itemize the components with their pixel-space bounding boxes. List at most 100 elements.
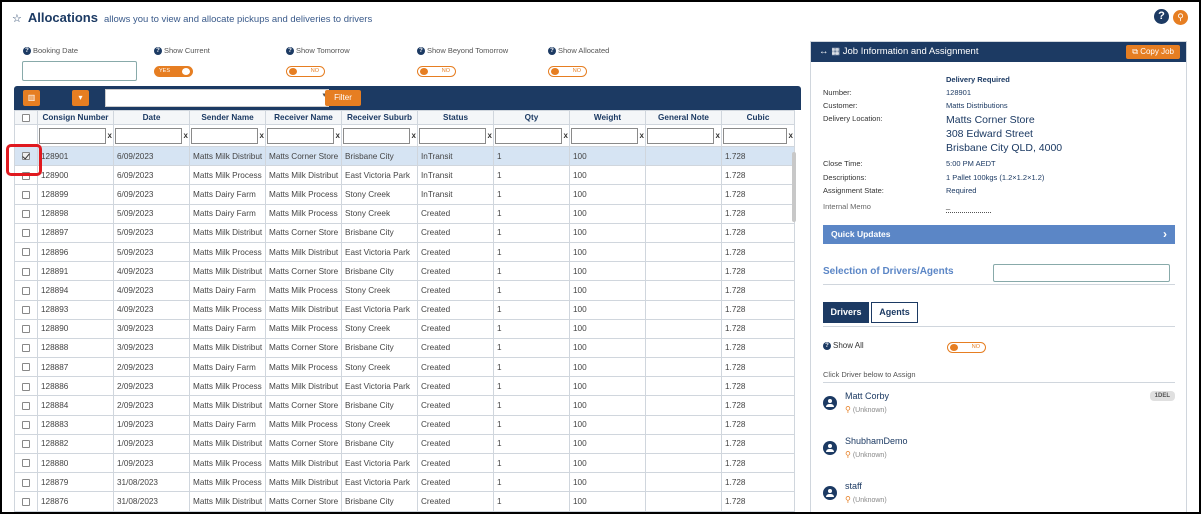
show-allocated-toggle[interactable]: NO xyxy=(548,66,587,77)
show-current-toggle[interactable]: YES xyxy=(154,66,193,77)
table-row[interactable]: 128886 2/09/2023 Matts Milk Process Matts M… xyxy=(14,376,795,397)
table-row[interactable]: 128899 6/09/2023 Matts Dairy Farm Matts Mil… xyxy=(14,184,795,205)
table-row[interactable]: 128883 1/09/2023 Matts Dairy Farm Matts Mil… xyxy=(14,414,795,435)
clear-filter-icon[interactable]: x xyxy=(183,131,188,140)
column-header-receiver[interactable]: Receiver Name xyxy=(265,110,342,125)
table-row[interactable]: 128876 31/08/2023 Matts Milk Distribut Matt… xyxy=(14,491,795,512)
clear-filter-icon[interactable]: x xyxy=(715,131,720,140)
column-filter-input[interactable] xyxy=(495,127,562,144)
row-checkbox[interactable] xyxy=(22,190,30,199)
driver-item[interactable]: ShubhamDemo ⚲ (Unknown) xyxy=(823,433,1175,473)
show-all-toggle[interactable]: NO xyxy=(947,342,986,353)
map-pin-icon[interactable]: ⚲ xyxy=(1173,10,1188,25)
table-row[interactable]: 128898 5/09/2023 Matts Dairy Farm Matts Mil… xyxy=(14,203,795,224)
column-filter-input[interactable] xyxy=(647,127,714,144)
column-header-status[interactable]: Status xyxy=(417,110,494,125)
columns-icon[interactable]: ▥ xyxy=(23,90,40,106)
clear-filter-icon[interactable]: x xyxy=(107,131,112,140)
column-header-qty[interactable]: Qty xyxy=(493,110,570,125)
column-header-date[interactable]: Date xyxy=(113,110,190,125)
clear-filter-icon[interactable]: x xyxy=(335,131,340,140)
internal-memo-value[interactable]: _ xyxy=(946,201,951,210)
filter-button[interactable]: Filter xyxy=(325,90,361,106)
row-checkbox[interactable] xyxy=(22,459,30,468)
star-outline-icon[interactable]: ☆ xyxy=(12,13,22,25)
view-select[interactable]: ▾ xyxy=(105,89,329,107)
table-row[interactable]: 128879 31/08/2023 Matts Milk Process Matts … xyxy=(14,472,795,493)
column-header-note[interactable]: General Note xyxy=(645,110,722,125)
clear-filter-icon[interactable]: x xyxy=(259,131,264,140)
help-circle-icon[interactable]: ? xyxy=(23,46,31,55)
row-checkbox[interactable] xyxy=(22,305,30,314)
help-circle-icon[interactable]: ? xyxy=(417,46,425,55)
help-circle-icon[interactable]: ? xyxy=(1154,9,1169,24)
column-filter-input[interactable] xyxy=(571,127,638,144)
row-checkbox[interactable] xyxy=(22,152,30,161)
table-row[interactable]: 128893 4/09/2023 Matts Milk Process Matts M… xyxy=(14,299,795,320)
row-checkbox[interactable] xyxy=(22,286,30,295)
column-filter-input[interactable] xyxy=(419,127,486,144)
table-row[interactable]: 128894 4/09/2023 Matts Dairy Farm Matts Mil… xyxy=(14,280,795,301)
view-dropdown-button[interactable]: ▾ xyxy=(72,90,89,106)
driver-search-input[interactable] xyxy=(993,264,1170,282)
column-filter-input[interactable] xyxy=(267,127,334,144)
column-header-sender[interactable]: Sender Name xyxy=(189,110,266,125)
column-filter-input[interactable] xyxy=(723,127,787,144)
table-row[interactable]: 128890 3/09/2023 Matts Dairy Farm Matts Mil… xyxy=(14,318,795,339)
table-row[interactable]: 128888 3/09/2023 Matts Milk Distribut Matts… xyxy=(14,337,795,359)
driver-item[interactable]: Matt Corby ⚲ (Unknown) 1DEL xyxy=(823,388,1175,428)
descriptions-label: Descriptions: xyxy=(823,173,867,182)
table-row[interactable]: 128884 2/09/2023 Matts Milk Distribut Matts… xyxy=(14,395,795,416)
column-header-suburb[interactable]: Receiver Suburb xyxy=(341,110,418,125)
table-row[interactable]: 128900 6/09/2023 Matts Milk Process Matts M… xyxy=(14,165,795,186)
clear-filter-icon[interactable]: x xyxy=(487,131,492,140)
row-checkbox[interactable] xyxy=(22,229,30,238)
table-row[interactable]: 128880 1/09/2023 Matts Milk Process Matts M… xyxy=(14,452,795,474)
tab-drivers[interactable]: Drivers xyxy=(823,302,869,323)
clear-filter-icon[interactable]: x xyxy=(788,131,793,140)
table-row[interactable]: 128896 5/09/2023 Matts Milk Process Matts M… xyxy=(14,241,795,263)
driver-item[interactable]: staff ⚲ (Unknown) xyxy=(823,478,1175,512)
table-row[interactable]: 128897 5/09/2023 Matts Milk Distribut Matts… xyxy=(14,222,795,243)
help-circle-icon[interactable]: ? xyxy=(823,341,831,350)
column-filter-input[interactable] xyxy=(343,127,410,144)
cell-sender: Matts Dairy Farm xyxy=(189,184,266,205)
column-filter-input[interactable] xyxy=(39,127,106,144)
table-row[interactable]: 128891 4/09/2023 Matts Milk Distribut Matts… xyxy=(14,261,795,282)
tab-agents[interactable]: Agents xyxy=(871,302,918,323)
row-checkbox[interactable] xyxy=(22,497,30,506)
row-checkbox[interactable] xyxy=(22,267,30,276)
clear-filter-icon[interactable]: x xyxy=(563,131,568,140)
row-checkbox[interactable] xyxy=(22,344,30,353)
column-header-weight[interactable]: Weight xyxy=(569,110,646,125)
select-all-checkbox[interactable] xyxy=(22,113,30,122)
row-checkbox[interactable] xyxy=(22,325,30,334)
show-tomorrow-toggle[interactable]: NO xyxy=(286,66,325,77)
row-checkbox[interactable] xyxy=(22,421,30,430)
cell-consign: 128891 xyxy=(37,261,114,282)
column-filter-input[interactable] xyxy=(191,127,258,144)
column-filter-input[interactable] xyxy=(115,127,182,144)
row-checkbox[interactable] xyxy=(22,209,30,218)
column-header-consign[interactable]: Consign Number xyxy=(37,110,114,125)
row-checkbox[interactable] xyxy=(22,478,30,487)
table-row[interactable]: 128882 1/09/2023 Matts Milk Distribut Matts… xyxy=(14,433,795,455)
row-checkbox[interactable] xyxy=(22,248,30,257)
booking-date-input[interactable] xyxy=(22,61,137,81)
table-scrollbar[interactable] xyxy=(792,152,796,222)
row-checkbox[interactable] xyxy=(22,382,30,391)
row-checkbox[interactable] xyxy=(22,401,30,410)
row-checkbox[interactable] xyxy=(22,440,30,449)
row-checkbox[interactable] xyxy=(22,363,30,372)
copy-job-button[interactable]: ⧉ Copy Job xyxy=(1126,45,1180,59)
clear-filter-icon[interactable]: x xyxy=(411,131,416,140)
show-beyond-tomorrow-toggle[interactable]: NO xyxy=(417,66,456,77)
clear-filter-icon[interactable]: x xyxy=(639,131,644,140)
help-circle-icon[interactable]: ? xyxy=(548,46,556,55)
table-row[interactable]: 128901 6/09/2023 Matts Milk Distribut Matts… xyxy=(14,145,795,167)
quick-updates-bar[interactable]: Quick Updates › xyxy=(823,225,1175,244)
help-circle-icon[interactable]: ? xyxy=(154,46,162,55)
table-row[interactable]: 128887 2/09/2023 Matts Dairy Farm Matts Mil… xyxy=(14,357,795,378)
help-circle-icon[interactable]: ? xyxy=(286,46,294,55)
column-header-cubic[interactable]: Cubic xyxy=(721,110,795,125)
